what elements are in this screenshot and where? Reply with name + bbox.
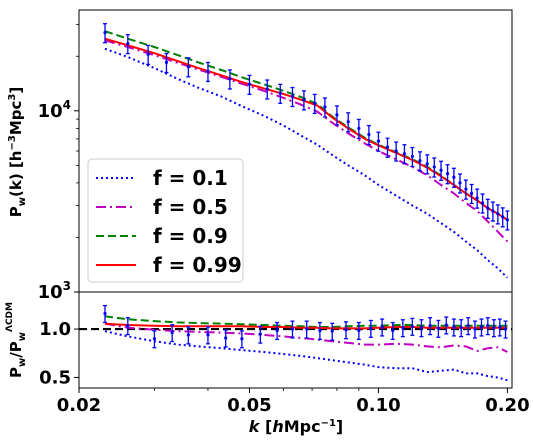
data-point [400,319,405,338]
data-point [432,157,437,178]
data-point [258,325,263,344]
data-point [376,131,381,152]
legend: f = 0.1 f = 0.5 f = 0.9 f = 0.99 [87,158,244,283]
data-point [390,321,395,341]
data-point [419,319,424,338]
legend-label: f = 0.99 [153,253,242,277]
data-point [425,154,430,175]
data-point [125,33,130,55]
legend-label: f = 0.5 [153,195,228,219]
xlabel: k [hMpc−1] [249,417,343,436]
series-line-2 [104,315,508,328]
data-point [317,321,322,341]
data-point [463,179,468,200]
data-point [301,90,306,111]
data-point [385,137,390,158]
data-point [368,319,373,338]
data-point [445,164,450,185]
data-point [479,318,484,337]
xtick-label: 0.02 [57,395,101,416]
data-point [505,210,510,231]
plot-frame [78,291,513,389]
data-point [334,105,339,126]
data-point [265,79,270,100]
data-point [278,83,283,104]
data-point [451,167,456,188]
data-point [503,320,508,339]
data-point [312,93,317,115]
data-point [436,319,441,338]
data-point [152,330,157,349]
data-point [417,151,422,172]
data-point [366,124,371,146]
data-point [103,23,108,44]
data-point [330,322,335,341]
data-point [146,44,151,66]
data-point [356,118,361,140]
data-point [472,320,477,339]
data-point [410,317,415,336]
data-point [322,97,327,118]
main-ylabel: Pw(k) [h−3Mpc3] [7,87,28,217]
data-point [125,317,130,336]
data-point [428,317,433,336]
legend-label: f = 0.1 [153,166,228,190]
data-point [344,321,349,340]
ytick-label: 103 [38,279,71,303]
data-point [444,316,449,335]
data-point [439,160,444,181]
data-point [402,144,407,165]
data-point [490,201,495,222]
data-point [459,319,464,338]
data-point [497,318,502,337]
ytick-label: 0.5 [39,367,71,388]
main-panel: 103 104 f = 0.1 f = 0.5 f = 0.9 f = 0.99 [38,9,513,303]
series-line-1 [104,322,508,353]
data-point [356,321,361,341]
ytick-label: 1.0 [39,319,71,340]
data-point [485,317,490,336]
xtick-label: 0.05 [227,395,271,416]
data-point [475,188,480,209]
data-point [469,183,474,205]
data-point [380,318,385,337]
data-point [466,317,471,336]
legend-label: f = 0.9 [153,224,228,248]
data-point [290,86,295,108]
ytick-label: 104 [38,98,71,122]
data-point [304,320,309,339]
data-point [500,207,505,228]
data-point [103,304,108,324]
data-point [164,52,169,74]
data-point [346,112,351,133]
data-point [394,141,399,162]
data-point [457,173,462,194]
data-point [227,69,232,90]
data-point [186,326,191,345]
series-line-1 [104,39,509,243]
data-point [223,329,228,348]
data-point [205,61,210,83]
xtick-label: 0.20 [485,395,529,416]
data-point [451,318,456,337]
series-line-3 [104,322,508,330]
data-point [170,324,175,343]
data-point [247,74,252,96]
ratio-ylabel: Pw/PwΛCDM [5,302,28,378]
data-point [275,321,280,341]
data-point [485,198,490,219]
data-point [186,57,191,78]
data-point [491,319,496,338]
data-point [239,330,244,349]
data-point [290,320,295,339]
data-point [480,193,485,214]
data-point [205,326,210,345]
xtick-label: 0.10 [356,395,400,416]
ratio-panel: 0.5 1.0 0.02 0.05 0.10 0.20 [39,291,530,416]
series-line-0 [104,47,509,279]
series-line-0 [104,330,508,382]
data-point [495,204,500,225]
data-point [410,146,415,168]
